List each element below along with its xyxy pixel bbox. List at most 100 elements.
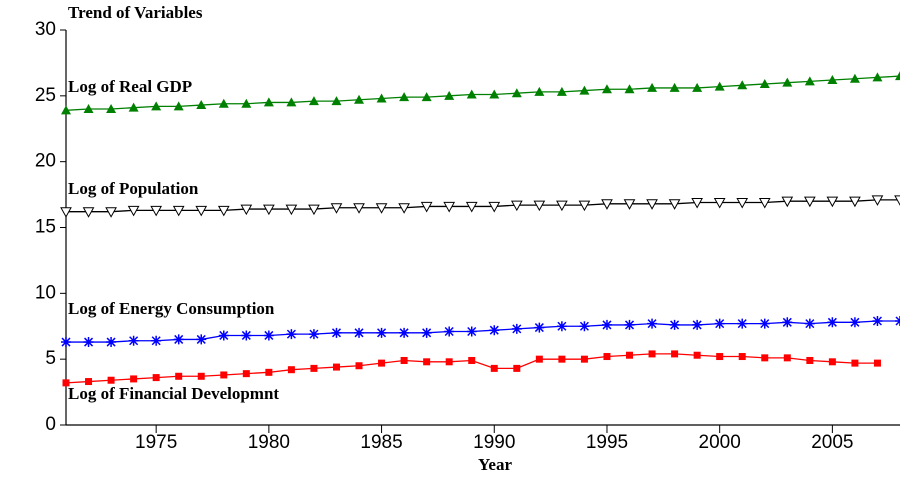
- marker: [647, 318, 658, 329]
- x-tick-label: 2000: [699, 432, 741, 453]
- marker: [83, 337, 94, 348]
- marker: [623, 199, 636, 210]
- marker: [714, 318, 725, 329]
- y-tick-label: 20: [35, 151, 56, 172]
- marker: [83, 104, 94, 113]
- marker: [692, 319, 703, 330]
- marker: [468, 356, 476, 364]
- marker: [759, 78, 770, 88]
- marker: [849, 317, 860, 328]
- marker: [60, 207, 72, 218]
- marker: [217, 205, 230, 217]
- marker: [782, 77, 793, 87]
- marker: [61, 105, 71, 115]
- x-tick-label: 1975: [135, 432, 177, 453]
- series-label: Log of Energy Consumption: [68, 299, 275, 318]
- marker: [263, 97, 274, 107]
- marker: [826, 196, 839, 208]
- marker: [849, 196, 861, 208]
- marker: [420, 201, 433, 213]
- marker: [716, 353, 724, 361]
- marker: [195, 205, 208, 217]
- marker: [398, 203, 410, 214]
- marker: [421, 92, 432, 102]
- marker: [308, 96, 319, 106]
- marker: [308, 204, 320, 216]
- marker: [105, 207, 117, 218]
- marker: [556, 321, 567, 332]
- marker: [534, 86, 545, 96]
- marker: [196, 334, 207, 345]
- marker: [130, 375, 138, 383]
- marker: [806, 356, 814, 364]
- marker: [265, 368, 273, 376]
- marker: [399, 327, 410, 338]
- y-tick-label: 30: [35, 19, 56, 40]
- marker: [242, 370, 250, 378]
- marker: [489, 325, 500, 336]
- marker: [241, 98, 252, 108]
- marker: [601, 199, 613, 210]
- marker: [175, 372, 183, 380]
- marker: [445, 358, 453, 366]
- marker: [510, 200, 523, 212]
- marker: [668, 199, 681, 210]
- marker: [579, 85, 590, 95]
- marker: [465, 201, 478, 213]
- marker: [331, 327, 342, 338]
- marker: [127, 205, 140, 217]
- x-tick-label: 2005: [811, 432, 853, 453]
- marker: [713, 197, 726, 209]
- x-tick-label: 1995: [586, 432, 628, 453]
- marker: [196, 100, 207, 110]
- marker: [466, 326, 477, 337]
- marker: [354, 94, 365, 104]
- marker: [601, 319, 612, 330]
- marker: [556, 86, 567, 96]
- marker: [738, 353, 746, 361]
- marker: [172, 205, 185, 217]
- marker: [421, 327, 432, 338]
- marker: [714, 81, 725, 91]
- marker: [624, 84, 635, 94]
- marker: [759, 318, 770, 329]
- marker: [783, 354, 791, 362]
- marker: [287, 366, 295, 374]
- marker: [736, 197, 749, 209]
- y-tick-label: 15: [35, 217, 56, 238]
- marker: [240, 204, 253, 216]
- marker: [626, 351, 634, 359]
- marker: [804, 76, 815, 86]
- y-tick-label: 0: [45, 414, 56, 435]
- marker: [579, 321, 590, 332]
- marker: [895, 71, 900, 81]
- marker: [804, 318, 815, 329]
- marker: [378, 359, 386, 367]
- marker: [603, 353, 611, 361]
- marker: [489, 89, 500, 99]
- marker: [851, 359, 859, 367]
- marker: [173, 334, 184, 345]
- marker: [285, 204, 298, 216]
- marker: [647, 82, 658, 92]
- marker: [151, 101, 162, 111]
- marker: [827, 75, 838, 85]
- marker: [466, 89, 477, 99]
- y-tick-label: 10: [35, 282, 56, 303]
- marker: [849, 73, 860, 83]
- marker: [355, 362, 363, 370]
- marker: [691, 197, 703, 209]
- marker: [241, 330, 252, 341]
- marker: [782, 317, 793, 328]
- marker: [533, 200, 546, 212]
- marker: [197, 372, 205, 380]
- marker: [107, 376, 115, 384]
- x-tick-label: 1990: [473, 432, 515, 453]
- marker: [106, 104, 117, 113]
- marker: [671, 350, 679, 358]
- marker: [330, 203, 343, 214]
- marker: [558, 355, 566, 363]
- marker: [218, 330, 229, 341]
- marker: [444, 326, 455, 337]
